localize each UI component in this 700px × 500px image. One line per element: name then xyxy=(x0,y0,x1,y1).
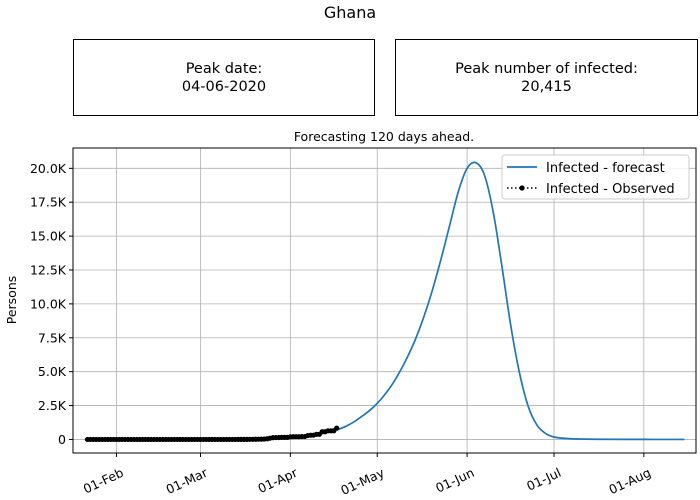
y-tick-label: 20.0K xyxy=(30,161,67,176)
x-tick-label: 01-May xyxy=(338,465,387,498)
legend-forecast-label: Infected - forecast xyxy=(546,161,665,176)
legend-observed-marker xyxy=(519,185,525,191)
y-tick-label: 12.5K xyxy=(30,263,67,278)
ticks: 0 2.5K 5.0K 7.5K 10.0K 12.5K 15.0K 17.5K 20.0K 01… xyxy=(30,161,653,498)
y-tick-label: 7.5K xyxy=(38,330,67,345)
x-tick-label: 01-Jul xyxy=(524,465,563,494)
peak-number-label: Peak number of infected: xyxy=(455,60,638,77)
axes-frame xyxy=(72,147,697,454)
x-tick-label: 01-Feb xyxy=(81,465,126,497)
y-tick-label: 10.0K xyxy=(30,296,67,311)
peak-number-value: 20,415 xyxy=(521,78,572,95)
peak-date-label: Peak date: xyxy=(185,60,263,77)
chart-title: Forecasting 120 days ahead. xyxy=(294,129,474,144)
legend: Infected - forecast Infected - Observed xyxy=(501,154,690,200)
x-tick-label: 01-Jun xyxy=(433,465,476,496)
y-tick-label: 15.0K xyxy=(30,229,67,244)
y-tick-label: 0 xyxy=(58,432,66,447)
series-layer xyxy=(84,161,685,443)
y-tick-label: 5.0K xyxy=(38,364,67,379)
forecast-line xyxy=(336,161,685,441)
x-tick-label: 01-Aug xyxy=(606,465,653,497)
peak-number-box: Peak number of infected: 20,415 xyxy=(395,39,698,116)
y-tick-label: 17.5K xyxy=(30,195,67,210)
figure-title: Ghana xyxy=(323,3,377,22)
legend-frame xyxy=(501,154,690,200)
x-tick-label: 01-Apr xyxy=(255,464,300,496)
observed-point xyxy=(334,425,340,431)
peak-date-value: 04-06-2020 xyxy=(181,78,267,95)
y-axis-label: Persons xyxy=(4,276,19,325)
peak-date-box: Peak date: 04-06-2020 xyxy=(73,39,375,116)
x-tick-label: 01-Mar xyxy=(164,464,211,497)
legend-observed-label: Infected - Observed xyxy=(546,182,675,197)
y-tick-label: 2.5K xyxy=(38,398,67,413)
